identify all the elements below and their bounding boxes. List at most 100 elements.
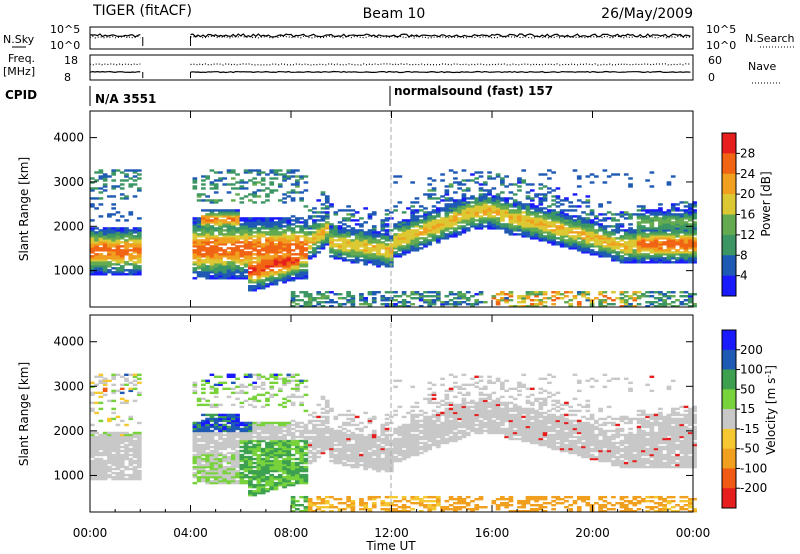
velocity-cell [196, 423, 202, 427]
power-cell [111, 239, 117, 242]
power-cell [687, 217, 693, 220]
power-cell [512, 205, 518, 208]
power-cell [248, 247, 253, 250]
velocity-cell [230, 381, 236, 385]
velocity-cell [260, 381, 266, 385]
velocity-cell [115, 457, 121, 461]
power-cell [589, 231, 595, 234]
velocity-cell [136, 393, 142, 397]
velocity-cell [312, 459, 317, 463]
velocity-cell [256, 491, 262, 495]
power-cell [453, 205, 458, 208]
velocity-cell [277, 463, 283, 467]
power-cell [286, 277, 292, 280]
power-cell [542, 211, 548, 214]
power-cell [444, 233, 450, 236]
velocity-cell [248, 429, 253, 433]
power-cell [312, 221, 317, 224]
power-cell [205, 247, 210, 250]
power-cell [581, 237, 586, 240]
power-cell [359, 233, 364, 236]
power-cell [598, 255, 603, 258]
velocity-cell [256, 465, 262, 469]
velocity-cell [277, 423, 283, 427]
power-cell [670, 305, 676, 308]
power-cell [606, 247, 612, 250]
power-cell [435, 211, 441, 214]
power-cell [495, 221, 501, 224]
velocity-cell [213, 403, 219, 407]
power-cell [589, 237, 595, 240]
velocity-cell [295, 477, 300, 481]
velocity-cell [213, 413, 219, 417]
velocity-cell [269, 445, 275, 449]
power-cell [115, 235, 121, 238]
power-cell [679, 255, 685, 258]
power-cell [260, 271, 266, 274]
power-cell [273, 279, 279, 282]
power-cell [290, 215, 296, 218]
power-cell [380, 247, 386, 250]
velocity-cell [277, 439, 283, 443]
power-cell [329, 241, 334, 244]
power-cell [482, 219, 488, 222]
velocity-cell [119, 445, 125, 449]
velocity-cell [90, 433, 95, 437]
power-cell [282, 275, 287, 278]
power-cell [320, 243, 326, 246]
velocity-cell [290, 441, 296, 445]
power-cell [367, 239, 373, 242]
velocity-cell [230, 463, 236, 467]
velocity-cell [277, 459, 283, 463]
power-cell [564, 239, 569, 242]
power-cell [500, 297, 505, 300]
velocity-cell [252, 493, 257, 497]
power-cell [371, 301, 377, 304]
velocity-cell [299, 401, 304, 405]
power-cell [564, 221, 569, 224]
velocity-cell [107, 455, 112, 459]
power-cell [299, 217, 304, 220]
velocity-cell [248, 491, 253, 495]
velocity-cell [299, 503, 304, 507]
power-cell [619, 235, 625, 238]
power-cell [376, 251, 381, 254]
velocity-cell [282, 423, 287, 427]
velocity-cell [269, 431, 275, 435]
power-cell [649, 229, 655, 232]
velocity-cell [260, 459, 266, 463]
power-cell [342, 231, 347, 234]
power-cell [598, 245, 603, 248]
power-cell [124, 273, 129, 276]
power-cell [589, 223, 595, 226]
power-cell [675, 225, 680, 228]
power-cell [277, 259, 283, 262]
power-cell [606, 253, 612, 256]
velocity-cell [111, 383, 117, 387]
power-cell [239, 185, 245, 188]
power-cell [431, 237, 437, 240]
power-cell [414, 237, 420, 240]
velocity-cell [213, 405, 219, 409]
velocity-cell [132, 431, 138, 435]
power-cell [589, 243, 595, 246]
velocity-cell [290, 505, 296, 509]
power-cell [478, 215, 484, 218]
power-cell [623, 235, 629, 238]
power-cell [406, 223, 411, 226]
power-cell [295, 175, 300, 178]
power-cell [675, 239, 680, 242]
power-cell [230, 177, 236, 180]
power-cell [658, 203, 663, 206]
power-cell [585, 223, 591, 226]
velocity-cell [201, 427, 206, 431]
velocity-cell [98, 457, 104, 461]
power-cell [307, 209, 313, 212]
power-cell [94, 207, 99, 210]
power-cell [576, 243, 582, 246]
velocity-cell [277, 431, 283, 435]
power-cell [260, 243, 266, 246]
power-cell [628, 295, 633, 298]
power-cell [632, 259, 638, 262]
power-cell [119, 237, 125, 240]
